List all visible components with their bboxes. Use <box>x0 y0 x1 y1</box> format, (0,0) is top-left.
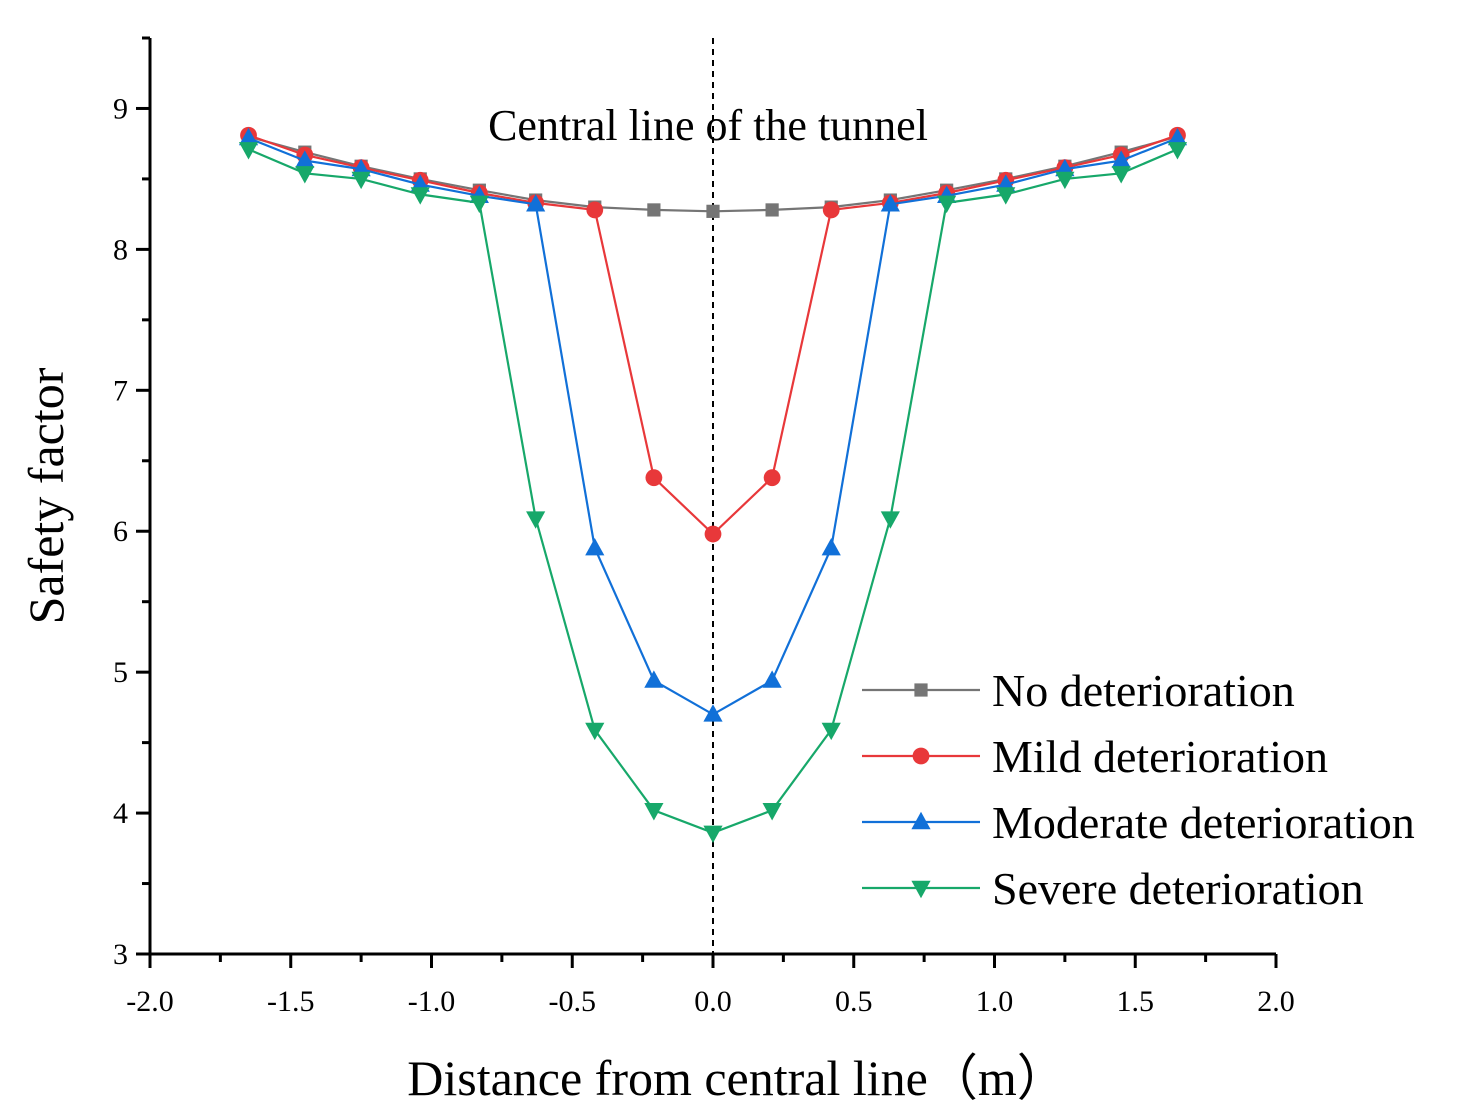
x-tick-label: -2.0 <box>126 985 174 1018</box>
data-point <box>410 187 430 205</box>
data-point <box>238 127 259 146</box>
y-axis-title: Safety factor <box>18 367 74 624</box>
data-point <box>821 722 841 741</box>
data-point <box>526 194 546 212</box>
data-point <box>763 469 781 487</box>
data-point <box>704 525 722 543</box>
legend-item: No deterioration <box>862 665 1295 716</box>
series-severe-deterioration <box>238 142 1188 844</box>
legend-label: No deterioration <box>992 665 1295 716</box>
x-tick-label: 1.0 <box>976 985 1014 1018</box>
y-tick-label: 9 <box>113 92 128 125</box>
y-tick-label: 3 <box>113 938 128 971</box>
data-point <box>647 203 661 217</box>
data-point <box>914 683 928 697</box>
data-point <box>821 537 841 556</box>
x-tick-label: 0.0 <box>694 985 732 1018</box>
data-point <box>880 511 900 529</box>
legend-label: Severe deterioration <box>992 863 1364 914</box>
x-tick-label: 0.5 <box>835 985 873 1018</box>
data-point <box>911 880 931 899</box>
data-point <box>703 704 723 722</box>
series-moderate-deterioration <box>238 127 1188 722</box>
x-tick-label: -1.5 <box>267 985 315 1018</box>
legend-item: Severe deterioration <box>862 863 1364 914</box>
central-line-annotation: Central line of the tunnel <box>488 101 928 150</box>
data-point <box>645 469 663 487</box>
data-point <box>585 537 605 556</box>
y-tick-label: 8 <box>113 233 128 266</box>
series-layer <box>238 126 1188 844</box>
data-point <box>295 150 315 168</box>
y-tick-label: 4 <box>113 797 128 830</box>
y-tick-label: 5 <box>113 656 128 689</box>
data-point <box>912 747 930 765</box>
data-point <box>585 722 605 741</box>
axes: -2.0 -1.5 -1.0 -0.5 0.0 0.5 1.0 1.5 2.0 3 4 5 6 7 8 9 <box>113 36 1295 1018</box>
x-tick-label: 1.5 <box>1117 985 1155 1018</box>
data-point <box>644 670 664 688</box>
data-point <box>238 142 259 160</box>
data-point <box>526 511 546 529</box>
data-point <box>295 166 315 184</box>
y-tick-label: 7 <box>113 374 128 407</box>
legend-label: Moderate deterioration <box>992 797 1415 848</box>
data-point <box>911 811 931 830</box>
data-point <box>1111 166 1131 184</box>
data-point <box>1167 127 1188 146</box>
data-point <box>703 825 723 844</box>
data-point <box>351 171 371 190</box>
legend-item: Mild deterioration <box>862 731 1328 782</box>
data-point <box>1167 142 1188 160</box>
data-point <box>644 803 664 821</box>
data-point <box>822 201 840 219</box>
x-axis-title: Distance from central line（m） <box>407 1050 1067 1106</box>
legend-label: Mild deterioration <box>992 731 1328 782</box>
data-point <box>586 201 604 219</box>
x-tick-label: -0.5 <box>549 985 597 1018</box>
data-point <box>996 187 1016 205</box>
legend: No deterioration Mild deterioration Modera… <box>862 665 1415 914</box>
data-point <box>1111 150 1131 168</box>
x-tick-label: -1.0 <box>408 985 456 1018</box>
data-point <box>765 203 779 217</box>
data-point <box>762 670 782 688</box>
data-point <box>762 803 782 821</box>
legend-item: Moderate deterioration <box>862 797 1415 848</box>
data-point <box>706 204 720 218</box>
data-point <box>937 195 957 214</box>
x-tick-label: 2.0 <box>1257 985 1295 1018</box>
data-point <box>469 195 489 214</box>
data-point <box>1055 171 1075 190</box>
data-point <box>880 194 900 212</box>
y-tick-label: 6 <box>113 515 128 548</box>
